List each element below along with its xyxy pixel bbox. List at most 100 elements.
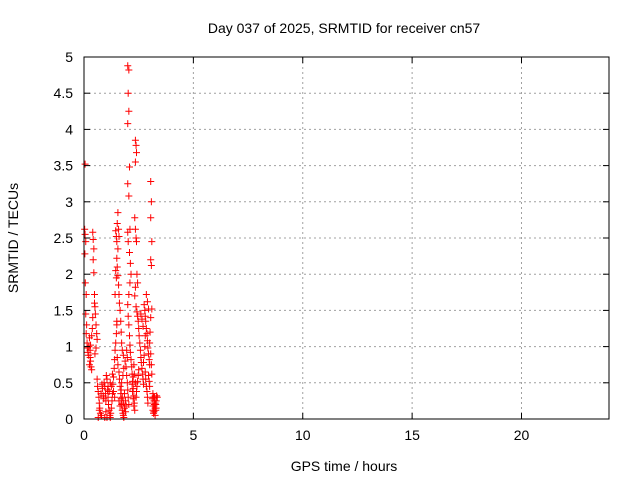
data-point (82, 310, 90, 318)
data-point (149, 390, 157, 398)
y-tick-label: 1 (65, 339, 73, 355)
x-tick-label: 10 (295, 427, 311, 443)
data-point (140, 301, 148, 309)
data-point (115, 375, 123, 383)
data-point (124, 89, 132, 97)
data-point (106, 379, 114, 387)
data-point (92, 321, 100, 329)
y-tick-label: 0.5 (54, 375, 74, 391)
data-point (118, 401, 126, 409)
data-point (117, 328, 125, 336)
data-point (116, 382, 124, 390)
data-point (124, 62, 132, 70)
data-point (118, 346, 126, 354)
y-tick-label: 2 (65, 266, 73, 282)
data-point (93, 375, 101, 383)
data-point (131, 292, 139, 300)
data-point (89, 314, 97, 322)
data-point (125, 66, 133, 74)
data-point (107, 382, 115, 390)
data-points (81, 62, 161, 422)
data-point (136, 346, 144, 354)
data-point (124, 312, 132, 320)
data-point (147, 198, 155, 206)
data-point (132, 303, 140, 311)
data-point (129, 373, 137, 381)
data-point (115, 397, 123, 405)
data-point (134, 317, 142, 325)
data-point (116, 306, 124, 314)
data-point (134, 279, 142, 287)
data-point (143, 298, 151, 306)
data-point (136, 339, 144, 347)
data-point (142, 290, 150, 298)
x-tick-label: 20 (514, 427, 530, 443)
data-point (110, 373, 118, 381)
data-point (112, 227, 120, 235)
data-point (131, 379, 139, 387)
data-point (126, 248, 133, 256)
data-point (123, 353, 131, 361)
data-point (112, 274, 120, 282)
data-point (140, 359, 147, 367)
data-point (141, 332, 149, 340)
data-point (132, 393, 140, 401)
data-point (131, 225, 139, 233)
data-point (148, 370, 156, 378)
data-point (127, 356, 135, 364)
x-axis-label: GPS time / hours (291, 458, 398, 474)
data-point (151, 399, 159, 407)
data-point (130, 361, 138, 369)
data-point (115, 225, 123, 233)
data-point (124, 301, 132, 309)
data-point (124, 180, 132, 188)
data-point (102, 372, 110, 380)
data-point (130, 370, 138, 378)
data-point (127, 270, 135, 278)
data-point (130, 402, 138, 410)
data-point (115, 233, 123, 241)
data-point (138, 364, 146, 372)
data-point (88, 332, 96, 340)
data-point (94, 414, 102, 422)
y-tick-label: 4.5 (54, 85, 74, 101)
data-point (114, 209, 122, 217)
data-point (111, 290, 119, 298)
data-point (113, 238, 121, 246)
data-point (145, 305, 153, 313)
data-point (142, 317, 150, 325)
data-point (122, 397, 130, 405)
data-point (126, 279, 134, 287)
data-point (150, 402, 158, 410)
x-tick-label: 0 (80, 427, 88, 443)
data-point (135, 325, 143, 332)
data-point (146, 339, 154, 347)
y-tick-label: 1.5 (54, 302, 74, 318)
data-point (117, 386, 125, 394)
data-point (144, 344, 152, 352)
data-point (118, 339, 126, 347)
data-point (120, 414, 128, 422)
data-point (124, 386, 132, 394)
data-point (119, 351, 127, 359)
data-point (89, 228, 97, 236)
data-point (147, 314, 155, 322)
data-point (81, 230, 89, 238)
data-point (125, 401, 133, 409)
y-axis-label: SRMTID / TECUs (5, 183, 21, 293)
data-point (91, 350, 99, 358)
data-point (108, 397, 116, 405)
grid-lines (84, 57, 609, 419)
data-point (149, 406, 157, 414)
data-point (133, 308, 141, 316)
data-point (112, 339, 120, 347)
data-point (114, 361, 122, 369)
data-point (125, 192, 133, 200)
data-point (148, 238, 156, 246)
data-point (131, 136, 139, 144)
data-point (101, 414, 109, 422)
data-point (110, 387, 118, 395)
y-tick-label: 5 (65, 49, 73, 65)
data-point (123, 379, 131, 387)
